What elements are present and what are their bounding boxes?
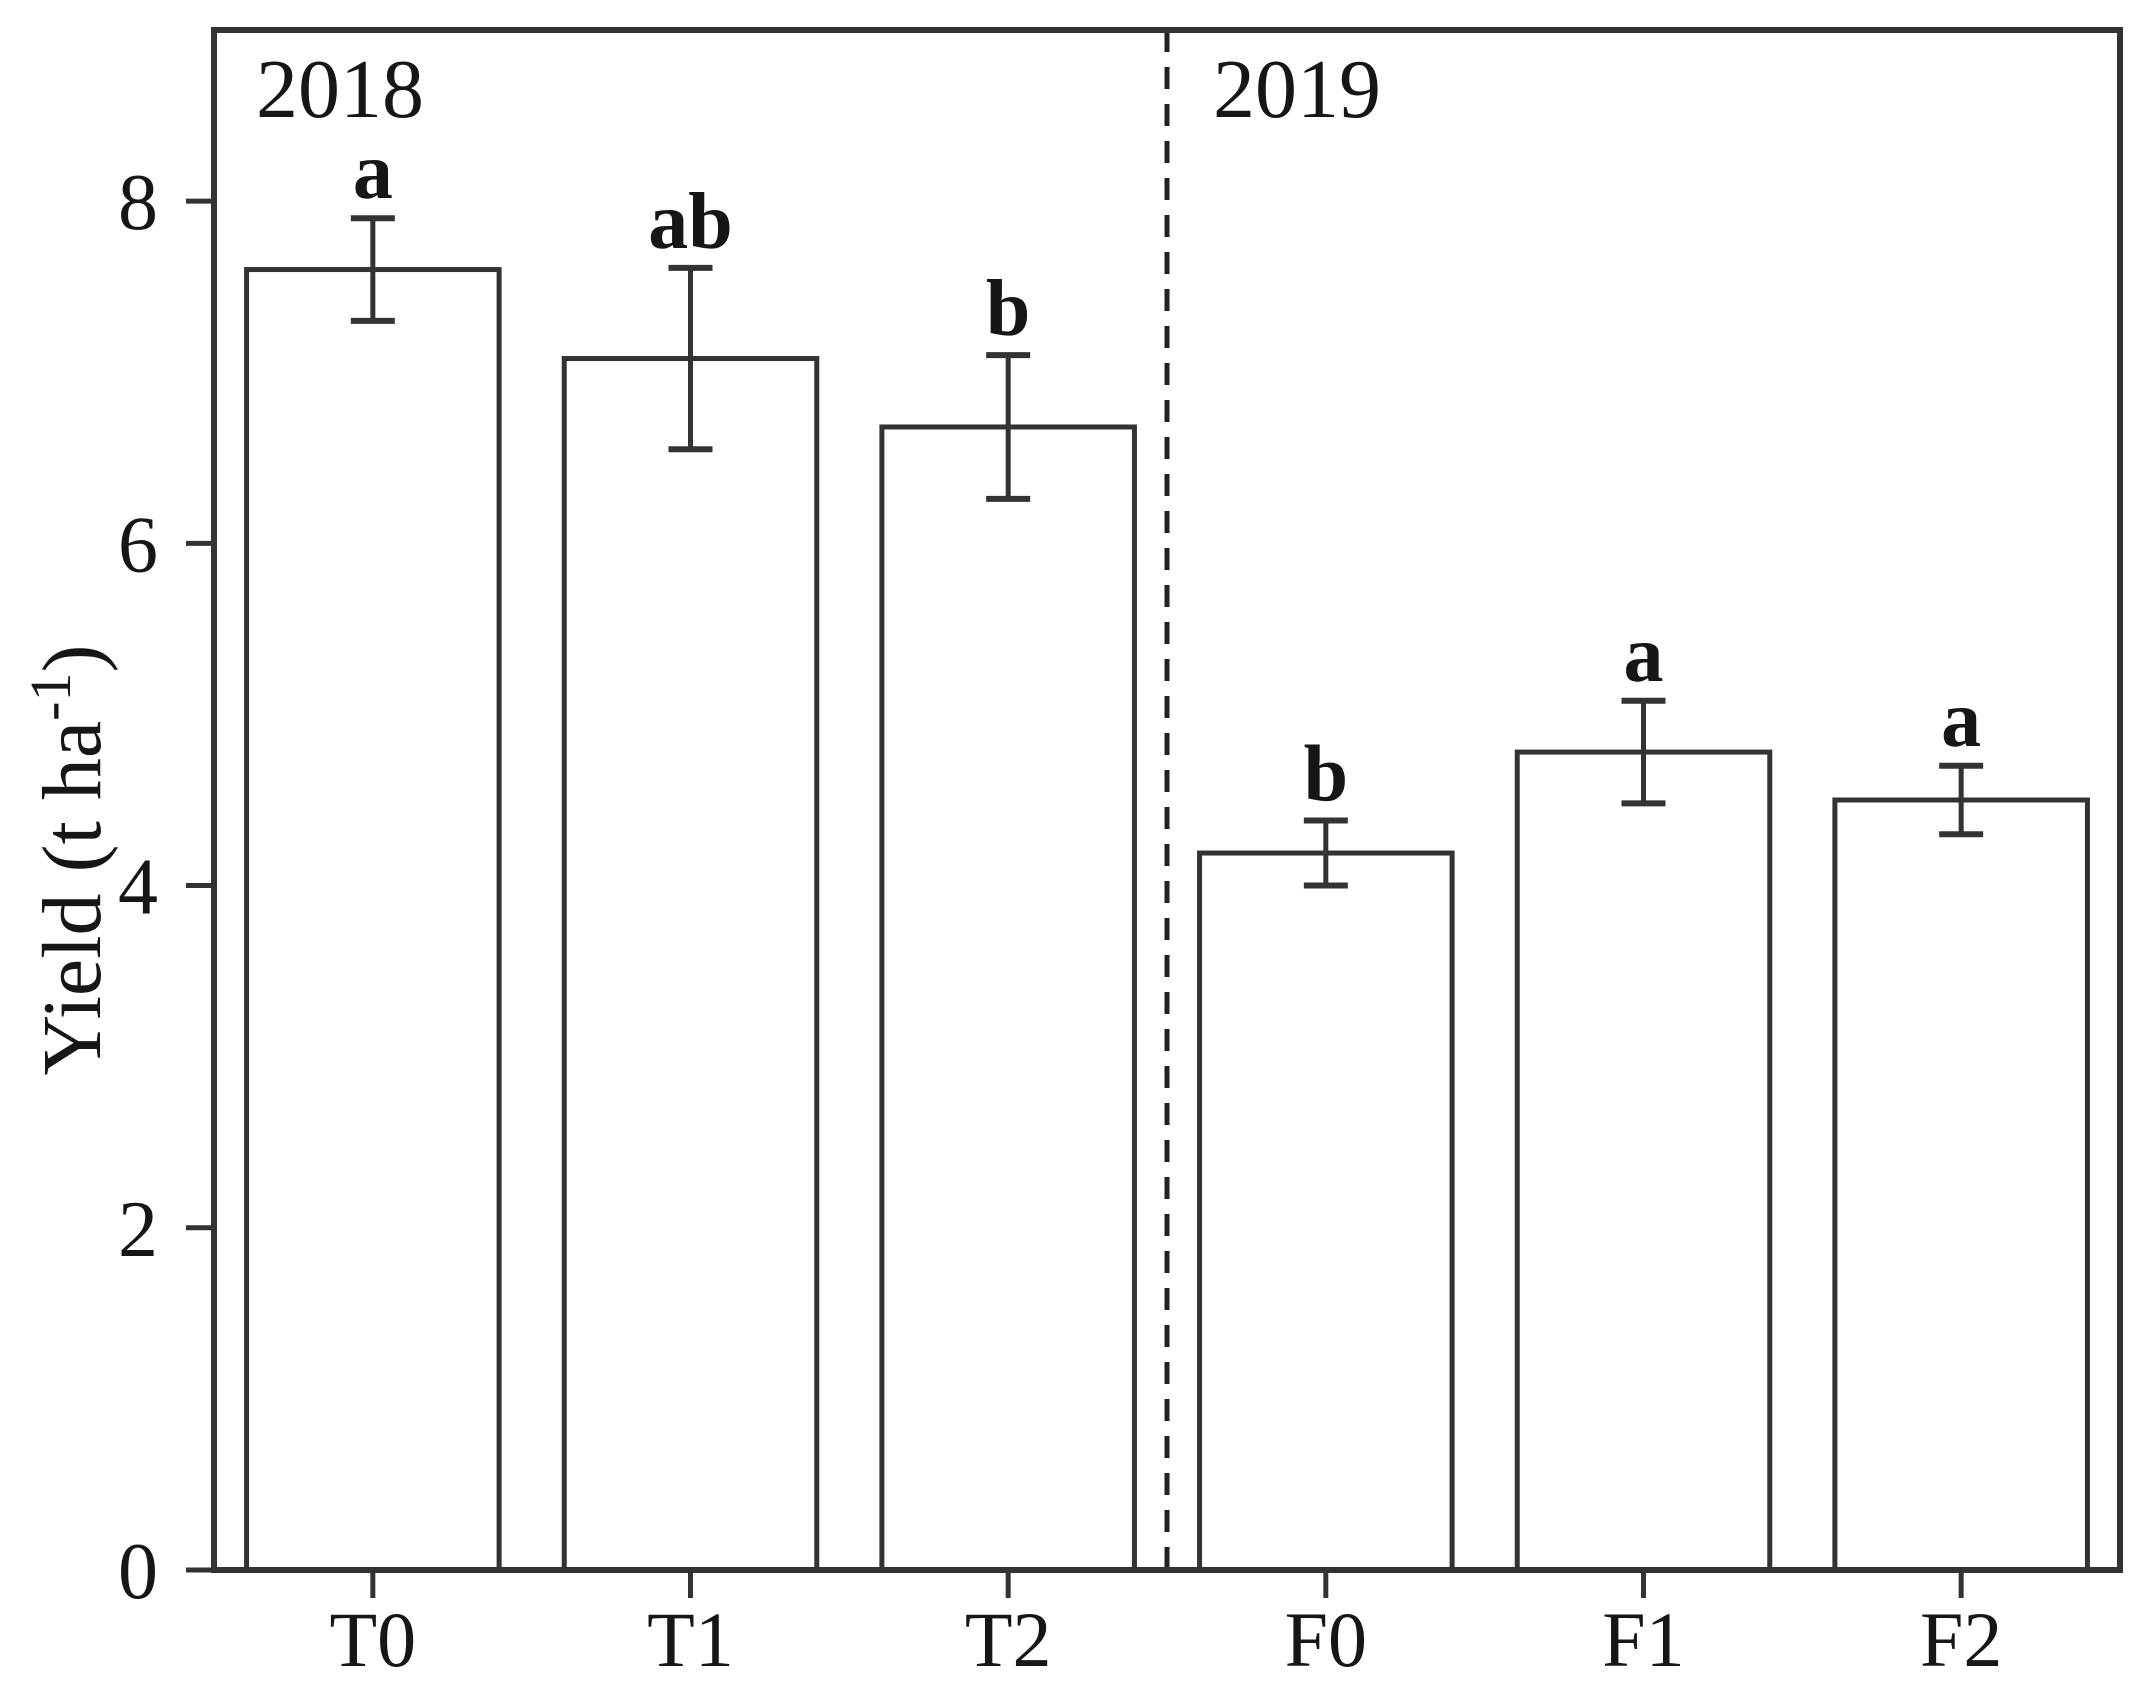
bar-F0 xyxy=(1197,850,1455,1573)
sig-letter-F2: a xyxy=(1941,676,1981,764)
sig-letter-F1: a xyxy=(1624,611,1664,699)
sig-letter-T1: ab xyxy=(648,178,733,266)
bar-T2 xyxy=(879,424,1137,1573)
y-tick-label-2: 2 xyxy=(118,1186,158,1274)
x-tick-label-T1: T1 xyxy=(647,1596,734,1683)
sig-letter-T2: b xyxy=(986,265,1031,353)
plot-frame xyxy=(211,27,2123,1573)
y-tick-label-8: 8 xyxy=(118,159,158,247)
y-tick-label-4: 4 xyxy=(118,844,158,932)
bar-F2 xyxy=(1832,797,2090,1573)
y-axis-title: Yield (t ha-1) xyxy=(18,645,119,1076)
x-tick-label-F0: F0 xyxy=(1285,1596,1367,1683)
x-tick-label-T0: T0 xyxy=(330,1596,417,1683)
x-tick-label-T2: T2 xyxy=(965,1596,1052,1683)
bar-F1 xyxy=(1514,749,1773,1573)
y-tick-label-6: 6 xyxy=(118,501,158,589)
sig-letter-F0: b xyxy=(1304,731,1349,819)
sig-letter-T0: a xyxy=(353,128,393,216)
x-tick-label-F2: F2 xyxy=(1920,1596,2002,1683)
bar-T0 xyxy=(244,267,502,1573)
year-label-2019: 2019 xyxy=(1213,43,1381,136)
bar-T1 xyxy=(561,356,820,1573)
x-tick-label-F1: F1 xyxy=(1602,1596,1684,1683)
year-label-2018: 2018 xyxy=(256,43,424,136)
y-tick-label-0: 0 xyxy=(118,1528,158,1616)
